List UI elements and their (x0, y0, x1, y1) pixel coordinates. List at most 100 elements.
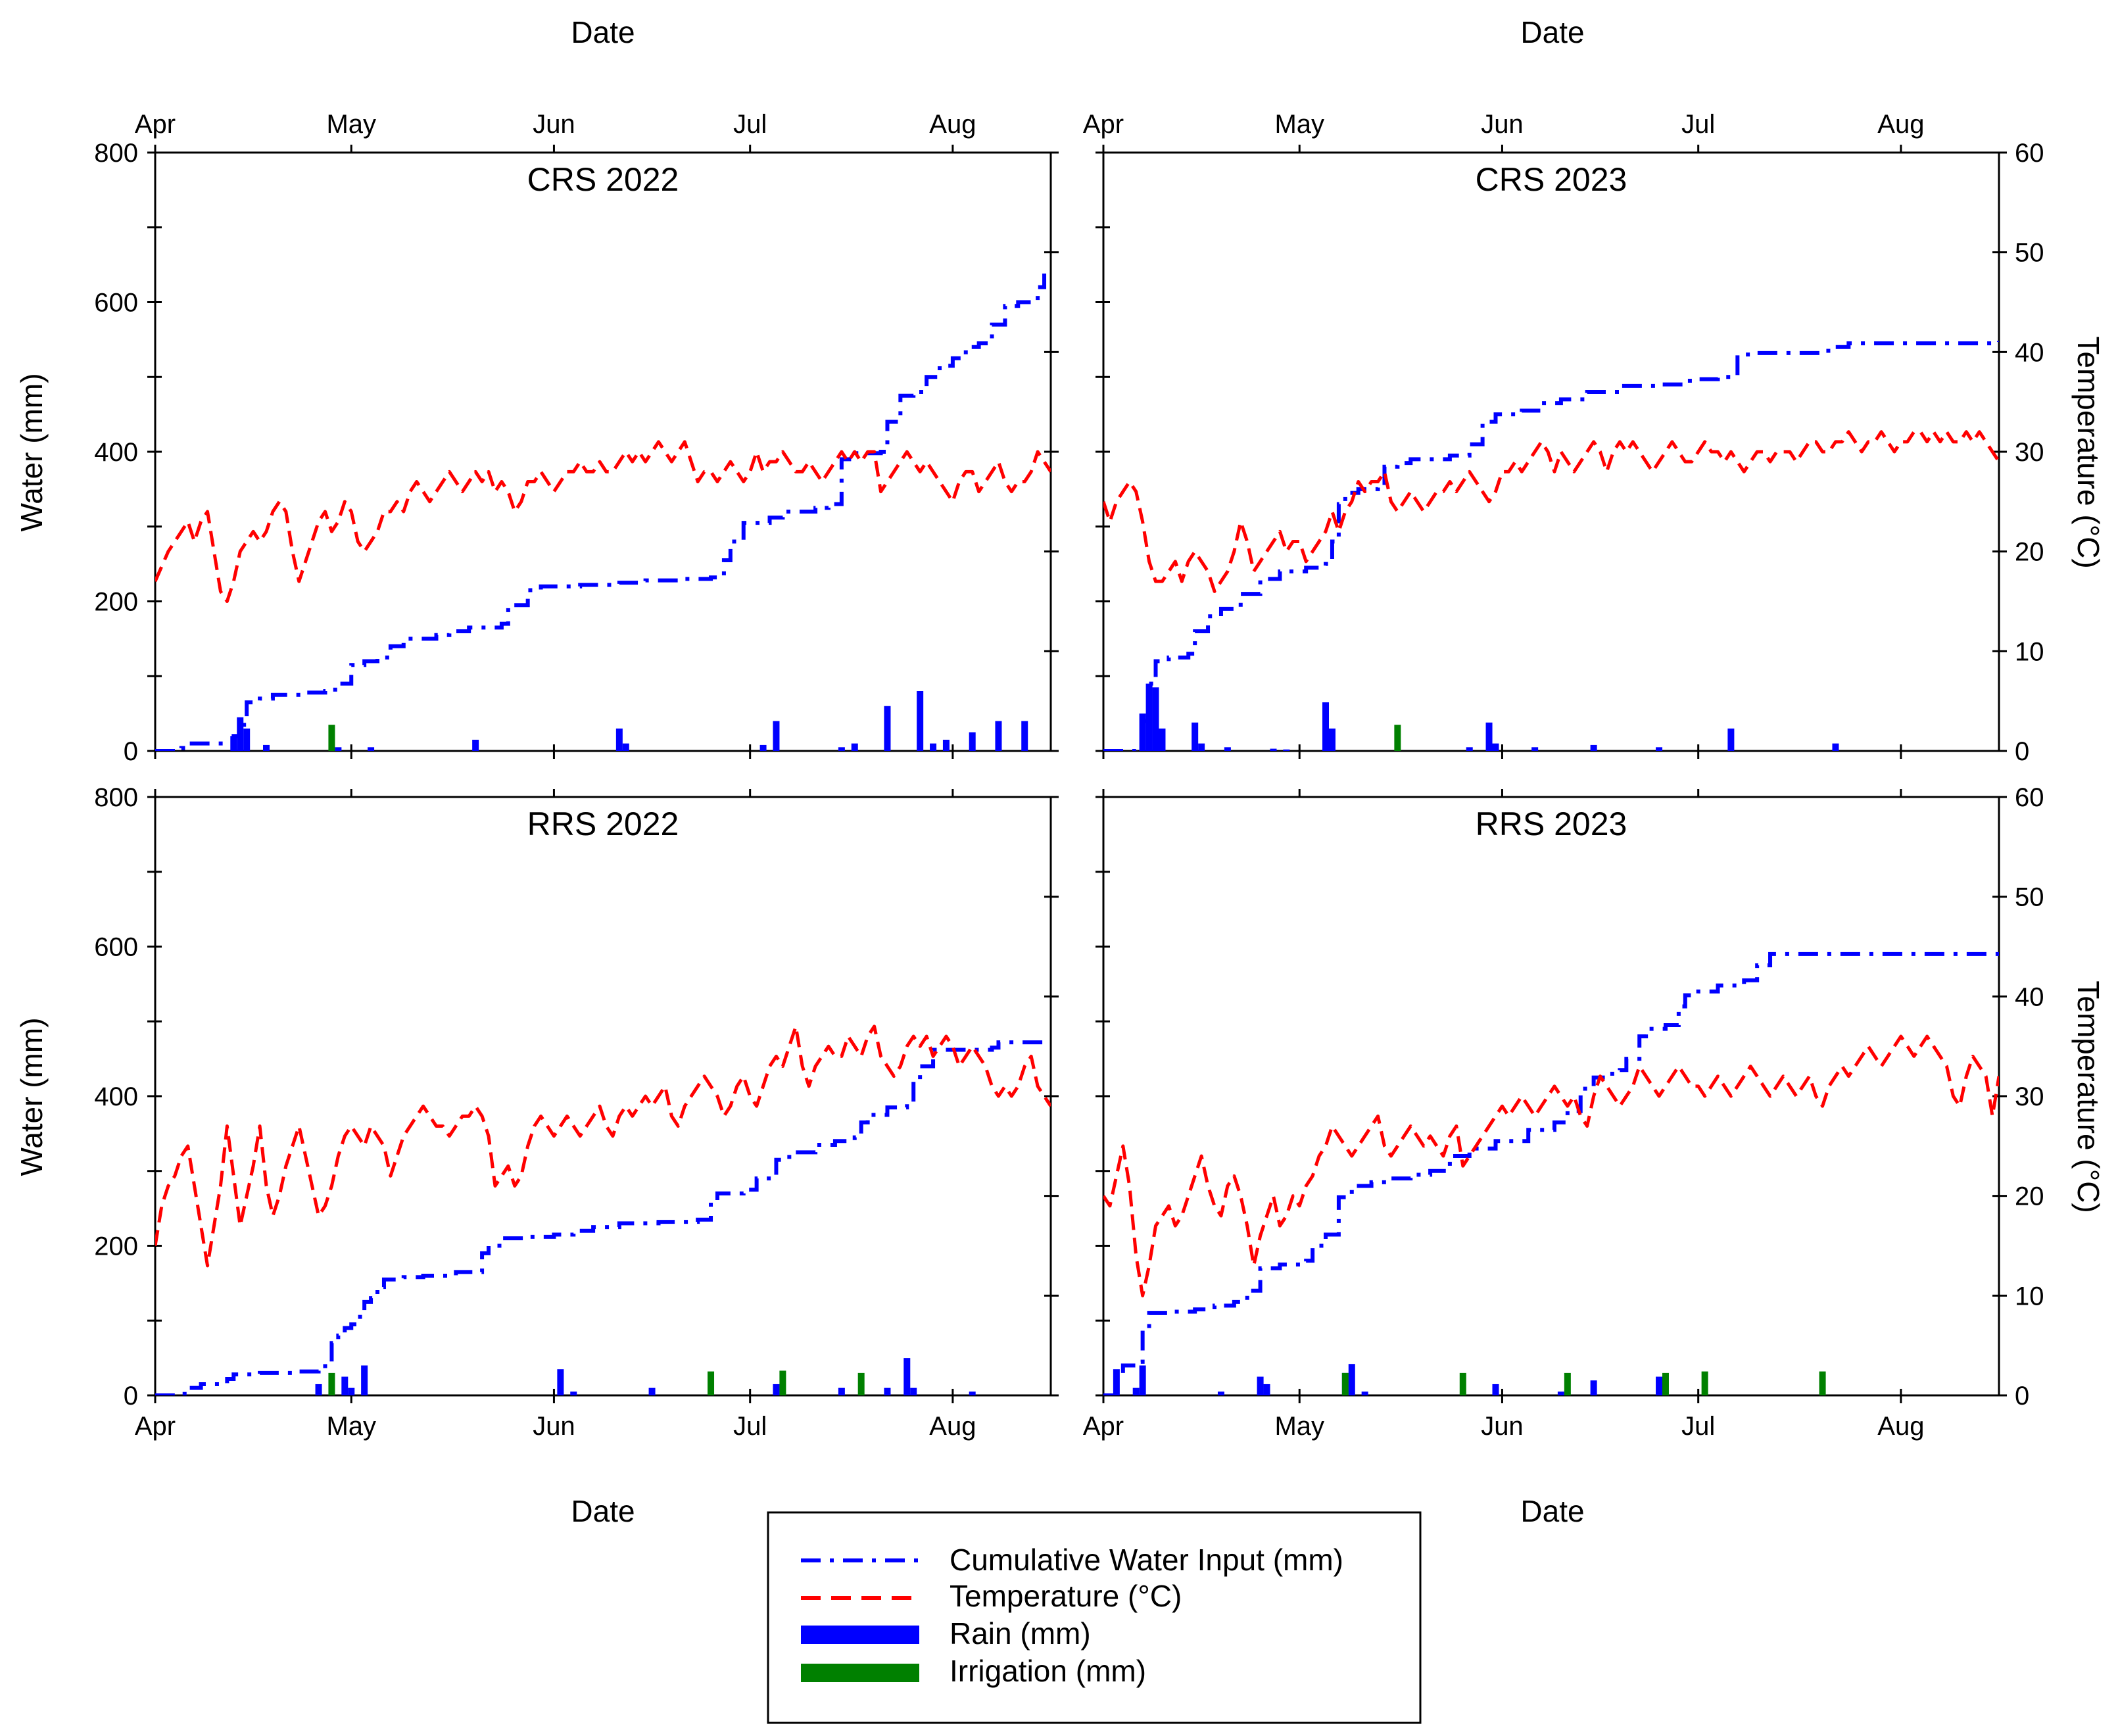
rrs-2023-rain-bar (1492, 1384, 1499, 1395)
crs-2023-rain-bar (1466, 747, 1473, 751)
crs-2023-temp-tick-label: 60 (2015, 139, 2044, 168)
crs-2022-rain-bar (773, 721, 780, 751)
rrs-2023-month-label-bottom: Jun (1481, 1412, 1524, 1441)
rrs-2023-month-label-bottom: Aug (1877, 1412, 1924, 1441)
crs-2022-title: CRS 2022 (527, 161, 679, 198)
crs-2023-rain-bar (1531, 747, 1539, 751)
crs-2022-cumulative-line (155, 270, 1051, 751)
crs-2023-data-layer (1103, 341, 1999, 751)
rrs-2022-temperature-line (155, 1025, 1051, 1268)
crs-2023-rain-bar (1270, 748, 1277, 751)
crs-2022-rain-bar (472, 739, 479, 751)
rrs-2022-month-label-bottom: Jun (533, 1412, 575, 1441)
rrs-2023-temp-tick-label: 10 (2015, 1282, 2044, 1311)
crs-2023-irrigation-bar (1394, 725, 1401, 751)
rrs-2023-title: RRS 2023 (1476, 806, 1627, 842)
crs-2022-rain-bar (759, 744, 767, 751)
crs-2022-rain-bar (243, 728, 251, 751)
crs-2022-rain-bar (884, 706, 891, 751)
rrs-2022-irrigation-bar (779, 1370, 786, 1395)
rrs-2023-month-label-bottom: May (1274, 1412, 1324, 1441)
crs-2023-rain-bar (1198, 743, 1205, 751)
rrs-2023-temperature-line (1103, 1034, 1999, 1297)
rrs-2022-rain-bar (903, 1358, 911, 1395)
crs-2023-month-label-top: Jun (1481, 110, 1524, 139)
rrs-2022-data-layer (155, 1025, 1051, 1395)
crs-2022-rain-bar (969, 732, 976, 751)
rrs-2022-water-tick-label: 600 (94, 933, 138, 962)
top-right-date-title: Date (1520, 15, 1584, 49)
rrs-2023-irrigation-bar (1341, 1372, 1349, 1395)
rrs-2023-rain-bar (1361, 1391, 1368, 1395)
rrs-2022-month-label-bottom: Apr (135, 1412, 176, 1441)
rrs-2022-title: RRS 2022 (527, 806, 679, 842)
crs-2023-temp-tick-label: 40 (2015, 338, 2044, 367)
rrs-2022-rain-bar (910, 1387, 917, 1395)
rrs-2022-month-label-bottom: Aug (929, 1412, 976, 1441)
rrs-2023-temp-tick-label: 40 (2015, 982, 2044, 1011)
crs-2023-temp-tick-label: 0 (2015, 737, 2029, 766)
crs-2022-rain-bar (335, 747, 342, 751)
top-left-date-title: Date (571, 15, 635, 49)
panel-rrs-2023: 0 10 20 30 40 50 60 Apr May Jun Jul Aug RRS 2023 (1083, 783, 2044, 1441)
rrs-2023-rain-bar (1217, 1391, 1224, 1395)
rrs-2022-irrigation-bar (857, 1372, 865, 1395)
rrs-2023-temp-tick-label: 30 (2015, 1082, 2044, 1111)
crs-2022-water-tick-label: 800 (94, 139, 138, 168)
rrs-2022-rain-bar (838, 1387, 845, 1395)
crs-2022-rain-bar (838, 747, 845, 751)
rrs-2023-cumulative-line (1103, 952, 1999, 1395)
rrs-2022-rain-bar (315, 1384, 322, 1395)
crs-2023-month-label-top: Apr (1083, 110, 1124, 139)
crs-2022-month-label-top: May (326, 110, 376, 139)
crs-2022-rain-bar (851, 743, 858, 751)
crs-2022-water-tick-label: 0 (124, 737, 138, 766)
legend: Cumulative Water Input (mm) Temperature … (767, 1511, 1422, 1724)
crs-2023-temp-tick-label: 30 (2015, 438, 2044, 467)
rrs-2022-rain-bar (361, 1365, 368, 1395)
rrs-2022-water-tick-label: 0 (124, 1382, 138, 1410)
rrs-2023-month-label-bottom: Apr (1083, 1412, 1124, 1441)
crs-2023-rain-bar (1485, 722, 1493, 751)
rrs-2022-rain-bar (773, 1384, 780, 1395)
crs-2022-month-label-top: Apr (135, 110, 176, 139)
crs-2022-rain-bar (368, 747, 375, 751)
crs-2023-rain-bar (1322, 702, 1330, 751)
crs-2023-temp-tick-label: 20 (2015, 538, 2044, 567)
rrs-2023-temp-tick-label: 0 (2015, 1382, 2029, 1410)
top-temperature-axis-title: Temperature (°C) (2071, 336, 2106, 568)
bottom-water-axis-title: Water (mm) (14, 1017, 49, 1176)
bottom-right-date-title: Date (1520, 1494, 1584, 1528)
crs-2023-cumulative-line (1103, 341, 1999, 751)
crs-2023-month-label-top: May (1274, 110, 1324, 139)
crs-2023-title: CRS 2023 (1476, 161, 1627, 198)
legend-rain-swatch (801, 1626, 919, 1644)
crs-2023-rain-bar (1145, 683, 1153, 751)
crs-2023-rain-bar (1283, 749, 1290, 751)
crs-2023-month-label-top: Aug (1877, 110, 1924, 139)
crs-2023-rain-bar (1656, 747, 1663, 751)
crs-2022-rain-bar (615, 728, 623, 751)
crs-2023-rain-bar (1224, 747, 1231, 751)
rrs-2023-irrigation-bar (1819, 1371, 1826, 1395)
crs-2022-rain-bar (995, 721, 1002, 751)
legend-irrigation-label: Irrigation (mm) (950, 1654, 1146, 1688)
top-water-axis-title: Water (mm) (14, 373, 49, 531)
panel-rrs-2022: 0 200 400 600 800 Apr May Jun Jul Aug RRS 2022 (94, 783, 1059, 1441)
legend-irrigation-swatch (801, 1664, 919, 1682)
crs-2023-rain-bar (1492, 743, 1499, 751)
rrs-2022-rain-bar (969, 1391, 976, 1395)
rrs-2022-water-tick-label: 200 (94, 1232, 138, 1261)
rrs-2023-temp-tick-label: 50 (2015, 883, 2044, 912)
rrs-2023-irrigation-bar (1701, 1371, 1708, 1395)
crs-2023-rain-bar (1152, 687, 1159, 751)
rrs-2023-rain-bar (1132, 1387, 1140, 1395)
crs-2022-water-tick-label: 600 (94, 289, 138, 318)
crs-2022-water-tick-label: 200 (94, 588, 138, 617)
crs-2022-month-label-top: Jun (533, 110, 575, 139)
rrs-2022-rain-bar (648, 1387, 656, 1395)
crs-2022-rain-bar (622, 743, 629, 751)
crs-2022-month-label-top: Aug (929, 110, 976, 139)
